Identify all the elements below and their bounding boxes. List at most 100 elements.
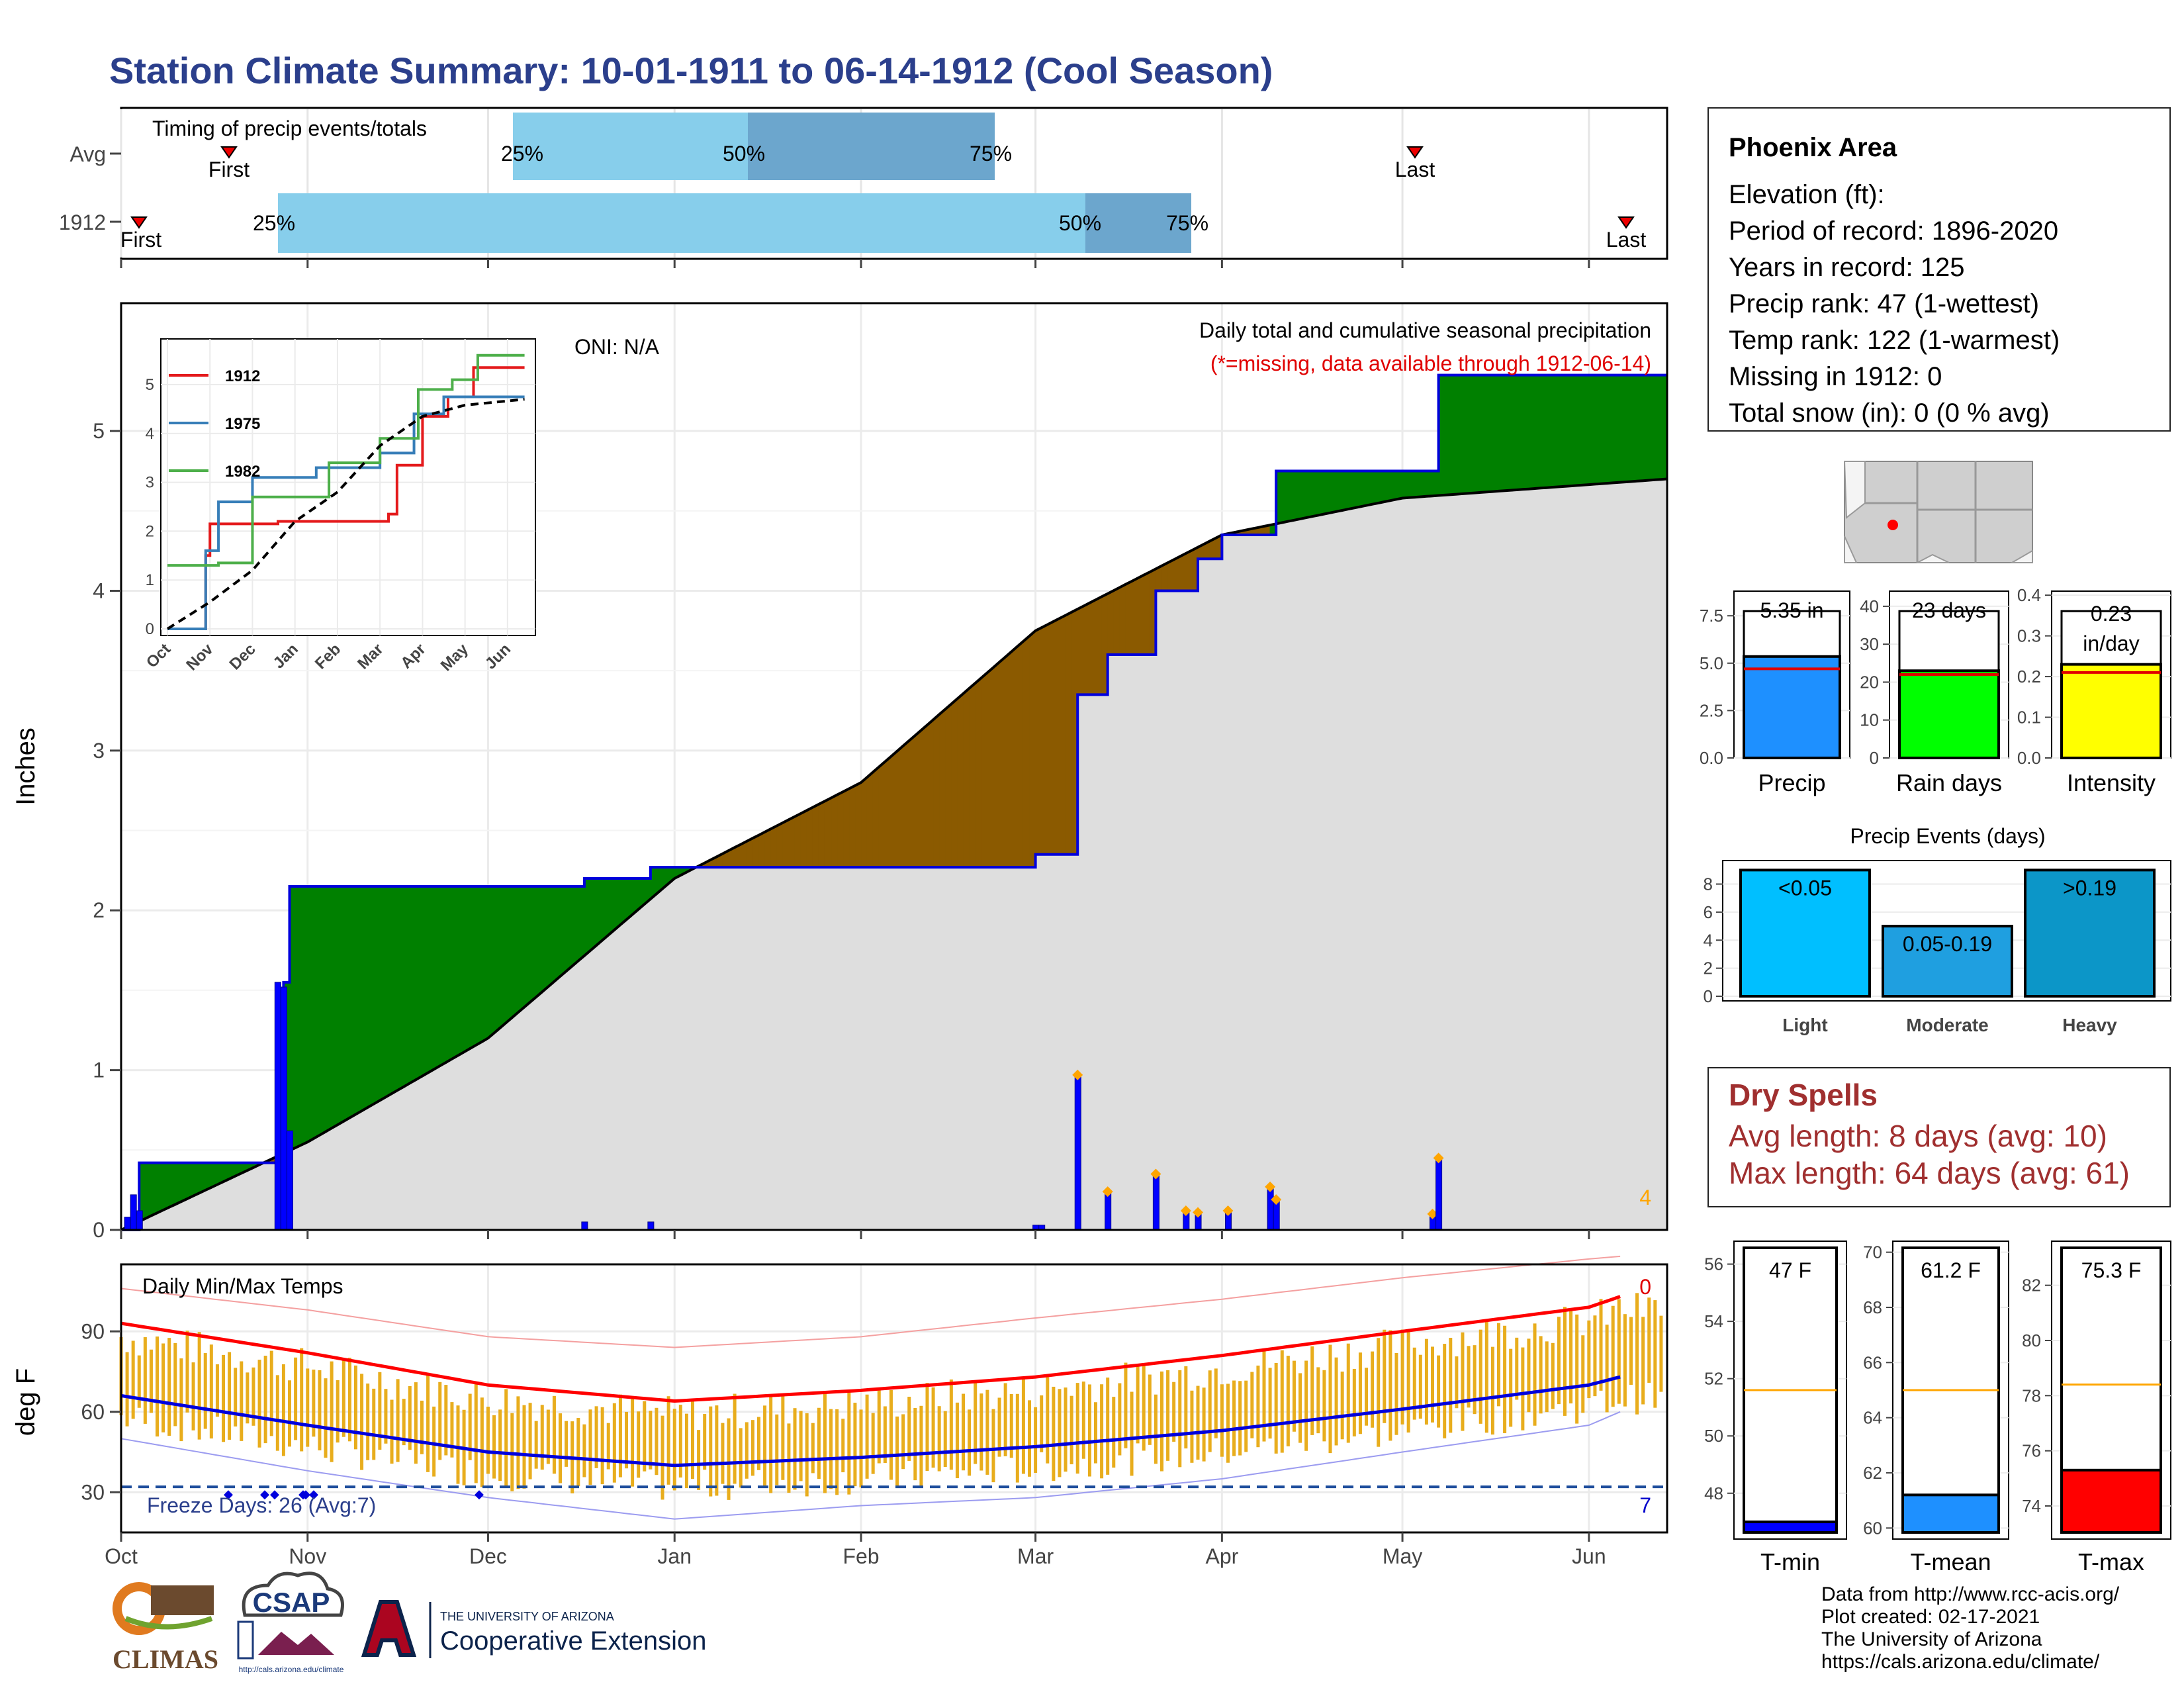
daily-temp-bar bbox=[1659, 1315, 1663, 1392]
daily-temp-bar bbox=[1046, 1377, 1050, 1464]
daily-temp-bar bbox=[1172, 1382, 1176, 1442]
daily-temp-bar bbox=[1328, 1344, 1332, 1454]
above-avg-fill bbox=[1474, 375, 1481, 494]
above-avg-fill bbox=[518, 886, 525, 1013]
daily-temp-bar bbox=[396, 1379, 400, 1462]
normal-min-line bbox=[120, 1375, 1621, 1468]
above-avg-fill bbox=[199, 1162, 206, 1194]
below-avg-fill bbox=[1029, 630, 1036, 868]
temp-summary-bar bbox=[1901, 1493, 2000, 1534]
below-avg-fill bbox=[1065, 611, 1072, 855]
below-avg-fill bbox=[1005, 651, 1012, 868]
daily-temp-bar bbox=[655, 1407, 659, 1476]
daily-temp-bar bbox=[1388, 1330, 1392, 1441]
below-avg-fill bbox=[878, 761, 886, 868]
above-avg-fill bbox=[187, 1162, 194, 1199]
above-avg-fill bbox=[1287, 470, 1295, 522]
temp-summary-value: 61.2 F bbox=[1921, 1258, 1981, 1282]
below-avg-fill bbox=[1077, 605, 1084, 695]
above-avg-fill bbox=[566, 886, 573, 972]
daily-temp-bar bbox=[1467, 1346, 1471, 1408]
daily-temp-bar bbox=[962, 1393, 966, 1471]
daily-temp-bar bbox=[865, 1394, 869, 1479]
daily-temp-bar bbox=[1605, 1325, 1609, 1413]
daily-temp-bar bbox=[691, 1399, 695, 1479]
station-location-marker bbox=[1888, 520, 1898, 530]
daily-temp-bar bbox=[167, 1338, 171, 1436]
daily-temp-bar bbox=[1484, 1321, 1488, 1433]
above-avg-fill bbox=[578, 886, 585, 962]
daily-temp-bar bbox=[1365, 1368, 1369, 1426]
daily-temp-bar bbox=[1040, 1395, 1044, 1452]
daily-temp-bar bbox=[799, 1411, 803, 1481]
daily-temp-bar bbox=[889, 1389, 893, 1480]
above-avg-fill bbox=[626, 878, 633, 921]
daily-temp-bar bbox=[859, 1409, 863, 1488]
below-avg-fill bbox=[1185, 549, 1193, 591]
month-label-oct: Oct bbox=[105, 1544, 138, 1568]
temp-summary-ytick-label: 62 bbox=[1863, 1463, 1882, 1483]
summary-value-line2: in/day bbox=[2083, 632, 2139, 655]
temp-summary-ytick-label: 54 bbox=[1704, 1311, 1723, 1331]
daily-temp-bar bbox=[1563, 1307, 1567, 1416]
above-avg-fill bbox=[463, 886, 471, 1053]
above-avg-fill bbox=[494, 886, 501, 1034]
below-avg-fill bbox=[963, 687, 970, 868]
month-label-may: May bbox=[1383, 1544, 1422, 1568]
daily-temp-bar bbox=[143, 1337, 147, 1424]
daily-temp-bar bbox=[1539, 1336, 1543, 1414]
daily-temp-bar bbox=[1581, 1335, 1585, 1413]
above-avg-fill bbox=[1624, 375, 1631, 483]
precip-title: Daily total and cumulative seasonal prec… bbox=[1199, 318, 1651, 342]
freeze-day-marker bbox=[475, 1490, 484, 1500]
precip-ytick-label: 5 bbox=[93, 419, 105, 443]
above-avg-fill bbox=[1655, 375, 1662, 481]
daily-temp-bar bbox=[1575, 1314, 1579, 1424]
daily-temp-bar bbox=[805, 1413, 809, 1497]
daily-temp-bar bbox=[901, 1414, 905, 1470]
temp-panel: 30 60 90 deg F Daily Min/Max Temps Freeze … bbox=[11, 1255, 1668, 1534]
above-avg-fill bbox=[1432, 470, 1439, 496]
daily-temp-bar bbox=[1298, 1373, 1302, 1443]
daily-temp-bar bbox=[733, 1393, 737, 1484]
above-avg-fill bbox=[391, 886, 398, 1094]
daily-temp-bar bbox=[1304, 1360, 1308, 1451]
daily-temp-bar bbox=[257, 1360, 261, 1448]
daily-temp-bar bbox=[991, 1409, 995, 1483]
above-avg-fill bbox=[367, 886, 375, 1108]
daily-temp-bar bbox=[1473, 1345, 1477, 1415]
above-avg-fill bbox=[1402, 470, 1409, 499]
temp-summary-t-min: 48 50 52 54 56 47 F T-min bbox=[1704, 1241, 1847, 1575]
daily-temp-bar bbox=[594, 1406, 598, 1468]
daily-temp-bar bbox=[156, 1336, 159, 1437]
above-avg-fill bbox=[602, 878, 609, 941]
inset-legend-label: 1912 bbox=[225, 367, 260, 385]
daily-temp-bar bbox=[131, 1340, 135, 1419]
below-avg-fill bbox=[1089, 599, 1096, 695]
daily-temp-bar bbox=[1196, 1385, 1200, 1460]
daily-temp-bar bbox=[263, 1356, 267, 1444]
above-avg-fill bbox=[428, 886, 435, 1074]
below-avg-fill bbox=[993, 661, 1000, 868]
daily-temp-bar bbox=[402, 1399, 406, 1446]
freeze-day-marker bbox=[224, 1490, 233, 1500]
daily-temp-bar bbox=[618, 1394, 622, 1477]
below-avg-fill bbox=[788, 816, 796, 868]
precip-ylabel: Inches bbox=[11, 727, 40, 806]
above-avg-fill bbox=[1450, 375, 1457, 495]
daily-temp-bar bbox=[450, 1402, 454, 1458]
daily-temp-bar bbox=[540, 1405, 544, 1470]
daily-temp-bar bbox=[149, 1349, 153, 1413]
above-avg-fill bbox=[584, 878, 591, 957]
below-avg-fill bbox=[938, 708, 946, 868]
below-avg-fill bbox=[824, 797, 832, 868]
inset-ytick-label: 3 bbox=[146, 474, 154, 492]
y1912-25-50-bar bbox=[278, 193, 1085, 253]
above-avg-fill bbox=[1618, 375, 1625, 483]
daily-temp-bar bbox=[974, 1382, 978, 1464]
events-bar-heavy bbox=[2024, 868, 2156, 998]
above-avg-fill bbox=[403, 886, 410, 1088]
summary-ytick-label: 10 bbox=[1860, 710, 1879, 730]
above-avg-fill bbox=[1582, 375, 1590, 486]
daily-temp-bar bbox=[697, 1430, 701, 1490]
